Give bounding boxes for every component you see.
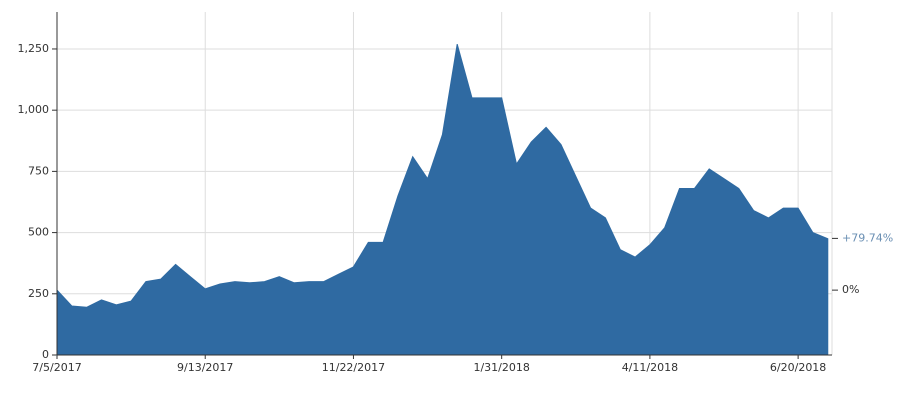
x-tick-label: 11/22/2017 xyxy=(322,361,385,374)
x-tick-label: 9/13/2017 xyxy=(177,361,233,374)
y-tick-label: 0 xyxy=(42,348,49,361)
y-tick-label: 1,250 xyxy=(18,42,50,55)
y2-tick-label: +79.74% xyxy=(842,231,893,244)
x-tick-label: 6/20/2018 xyxy=(770,361,826,374)
x-tick-label: 7/5/2017 xyxy=(32,361,81,374)
area xyxy=(56,43,829,356)
y-tick-label: 750 xyxy=(28,164,49,177)
x-tick-label: 4/11/2018 xyxy=(622,361,678,374)
y-tick-label: 1,000 xyxy=(18,103,50,116)
y-tick-label: 250 xyxy=(28,287,49,300)
y2-tick-label: 0% xyxy=(842,283,859,296)
x-tick-label: 1/31/2018 xyxy=(473,361,529,374)
y-tick-label: 500 xyxy=(28,226,49,239)
